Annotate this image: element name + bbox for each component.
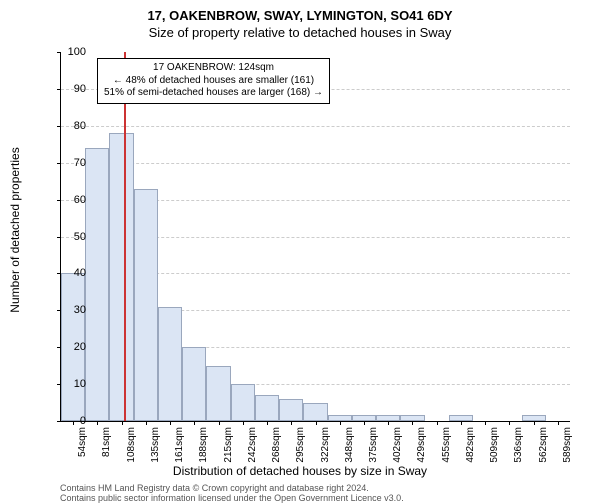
xtick-mark	[461, 421, 462, 425]
bar	[182, 347, 206, 421]
xtick-mark	[194, 421, 195, 425]
xtick-label: 536sqm	[513, 427, 524, 467]
ytick-label: 90	[62, 83, 86, 95]
ytick-mark	[57, 384, 61, 385]
ytick-label: 30	[62, 304, 86, 316]
xtick-mark	[558, 421, 559, 425]
xtick-label: 562sqm	[538, 427, 549, 467]
bar	[255, 395, 279, 421]
bars-layer	[61, 52, 570, 421]
ytick-label: 60	[62, 194, 86, 206]
xtick-mark	[170, 421, 171, 425]
xtick-mark	[412, 421, 413, 425]
xtick-label: 215sqm	[223, 427, 234, 467]
ytick-label: 10	[62, 378, 86, 390]
xtick-label: 108sqm	[126, 427, 137, 467]
bar	[85, 148, 109, 421]
xtick-label: 482sqm	[465, 427, 476, 467]
annotation-line3: 51% of semi-detached houses are larger (…	[104, 87, 323, 100]
xtick-label: 589sqm	[562, 427, 573, 467]
xtick-label: 402sqm	[392, 427, 403, 467]
xtick-label: 242sqm	[247, 427, 258, 467]
chart-title-main: 17, OAKENBROW, SWAY, LYMINGTON, SO41 6DY	[0, 0, 600, 23]
xtick-mark	[243, 421, 244, 425]
annotation-line2: ← 48% of detached houses are smaller (16…	[104, 75, 323, 88]
plot-area: 17 OAKENBROW: 124sqm ← 48% of detached h…	[60, 52, 570, 422]
xtick-mark	[485, 421, 486, 425]
annotation-line1: 17 OAKENBROW: 124sqm	[104, 62, 323, 75]
marker-line	[124, 52, 126, 421]
xtick-label: 81sqm	[101, 427, 112, 467]
xtick-mark	[267, 421, 268, 425]
xtick-label: 188sqm	[198, 427, 209, 467]
bar	[231, 384, 255, 421]
ytick-mark	[57, 89, 61, 90]
bar	[303, 403, 327, 421]
xtick-mark	[97, 421, 98, 425]
ytick-mark	[57, 310, 61, 311]
ytick-mark	[57, 52, 61, 53]
xtick-mark	[122, 421, 123, 425]
xtick-mark	[509, 421, 510, 425]
bar	[158, 307, 182, 421]
ytick-label: 40	[62, 267, 86, 279]
xtick-label: 375sqm	[368, 427, 379, 467]
xtick-label: 268sqm	[271, 427, 282, 467]
ytick-mark	[57, 347, 61, 348]
xtick-label: 295sqm	[295, 427, 306, 467]
xtick-mark	[364, 421, 365, 425]
ytick-label: 100	[62, 46, 86, 58]
xtick-mark	[340, 421, 341, 425]
footer-line2: Contains public sector information licen…	[60, 493, 404, 503]
xtick-mark	[219, 421, 220, 425]
bar	[206, 366, 230, 421]
xtick-mark	[388, 421, 389, 425]
xtick-label: 455sqm	[441, 427, 452, 467]
ytick-label: 0	[62, 415, 86, 427]
xtick-label: 348sqm	[344, 427, 355, 467]
ytick-label: 80	[62, 120, 86, 132]
chart-title-sub: Size of property relative to detached ho…	[0, 23, 600, 44]
ytick-label: 20	[62, 341, 86, 353]
bar	[109, 133, 133, 421]
bar	[279, 399, 303, 421]
xtick-mark	[291, 421, 292, 425]
xtick-label: 429sqm	[416, 427, 427, 467]
chart-container: 17, OAKENBROW, SWAY, LYMINGTON, SO41 6DY…	[0, 0, 600, 500]
bar	[134, 189, 158, 421]
xtick-mark	[534, 421, 535, 425]
xtick-label: 135sqm	[150, 427, 161, 467]
ytick-mark	[57, 200, 61, 201]
xtick-mark	[146, 421, 147, 425]
ytick-mark	[57, 273, 61, 274]
xtick-label: 322sqm	[320, 427, 331, 467]
ytick-mark	[57, 126, 61, 127]
xtick-mark	[437, 421, 438, 425]
ytick-mark	[57, 237, 61, 238]
footer-line1: Contains HM Land Registry data © Crown c…	[60, 483, 369, 493]
ytick-mark	[57, 163, 61, 164]
y-axis-label: Number of detached properties	[8, 147, 22, 312]
ytick-mark	[57, 421, 61, 422]
xtick-mark	[316, 421, 317, 425]
xtick-label: 161sqm	[174, 427, 185, 467]
xtick-label: 509sqm	[489, 427, 500, 467]
ytick-label: 50	[62, 231, 86, 243]
ytick-label: 70	[62, 157, 86, 169]
x-axis-label: Distribution of detached houses by size …	[0, 464, 600, 478]
xtick-label: 54sqm	[77, 427, 88, 467]
annotation-box: 17 OAKENBROW: 124sqm ← 48% of detached h…	[97, 58, 330, 104]
